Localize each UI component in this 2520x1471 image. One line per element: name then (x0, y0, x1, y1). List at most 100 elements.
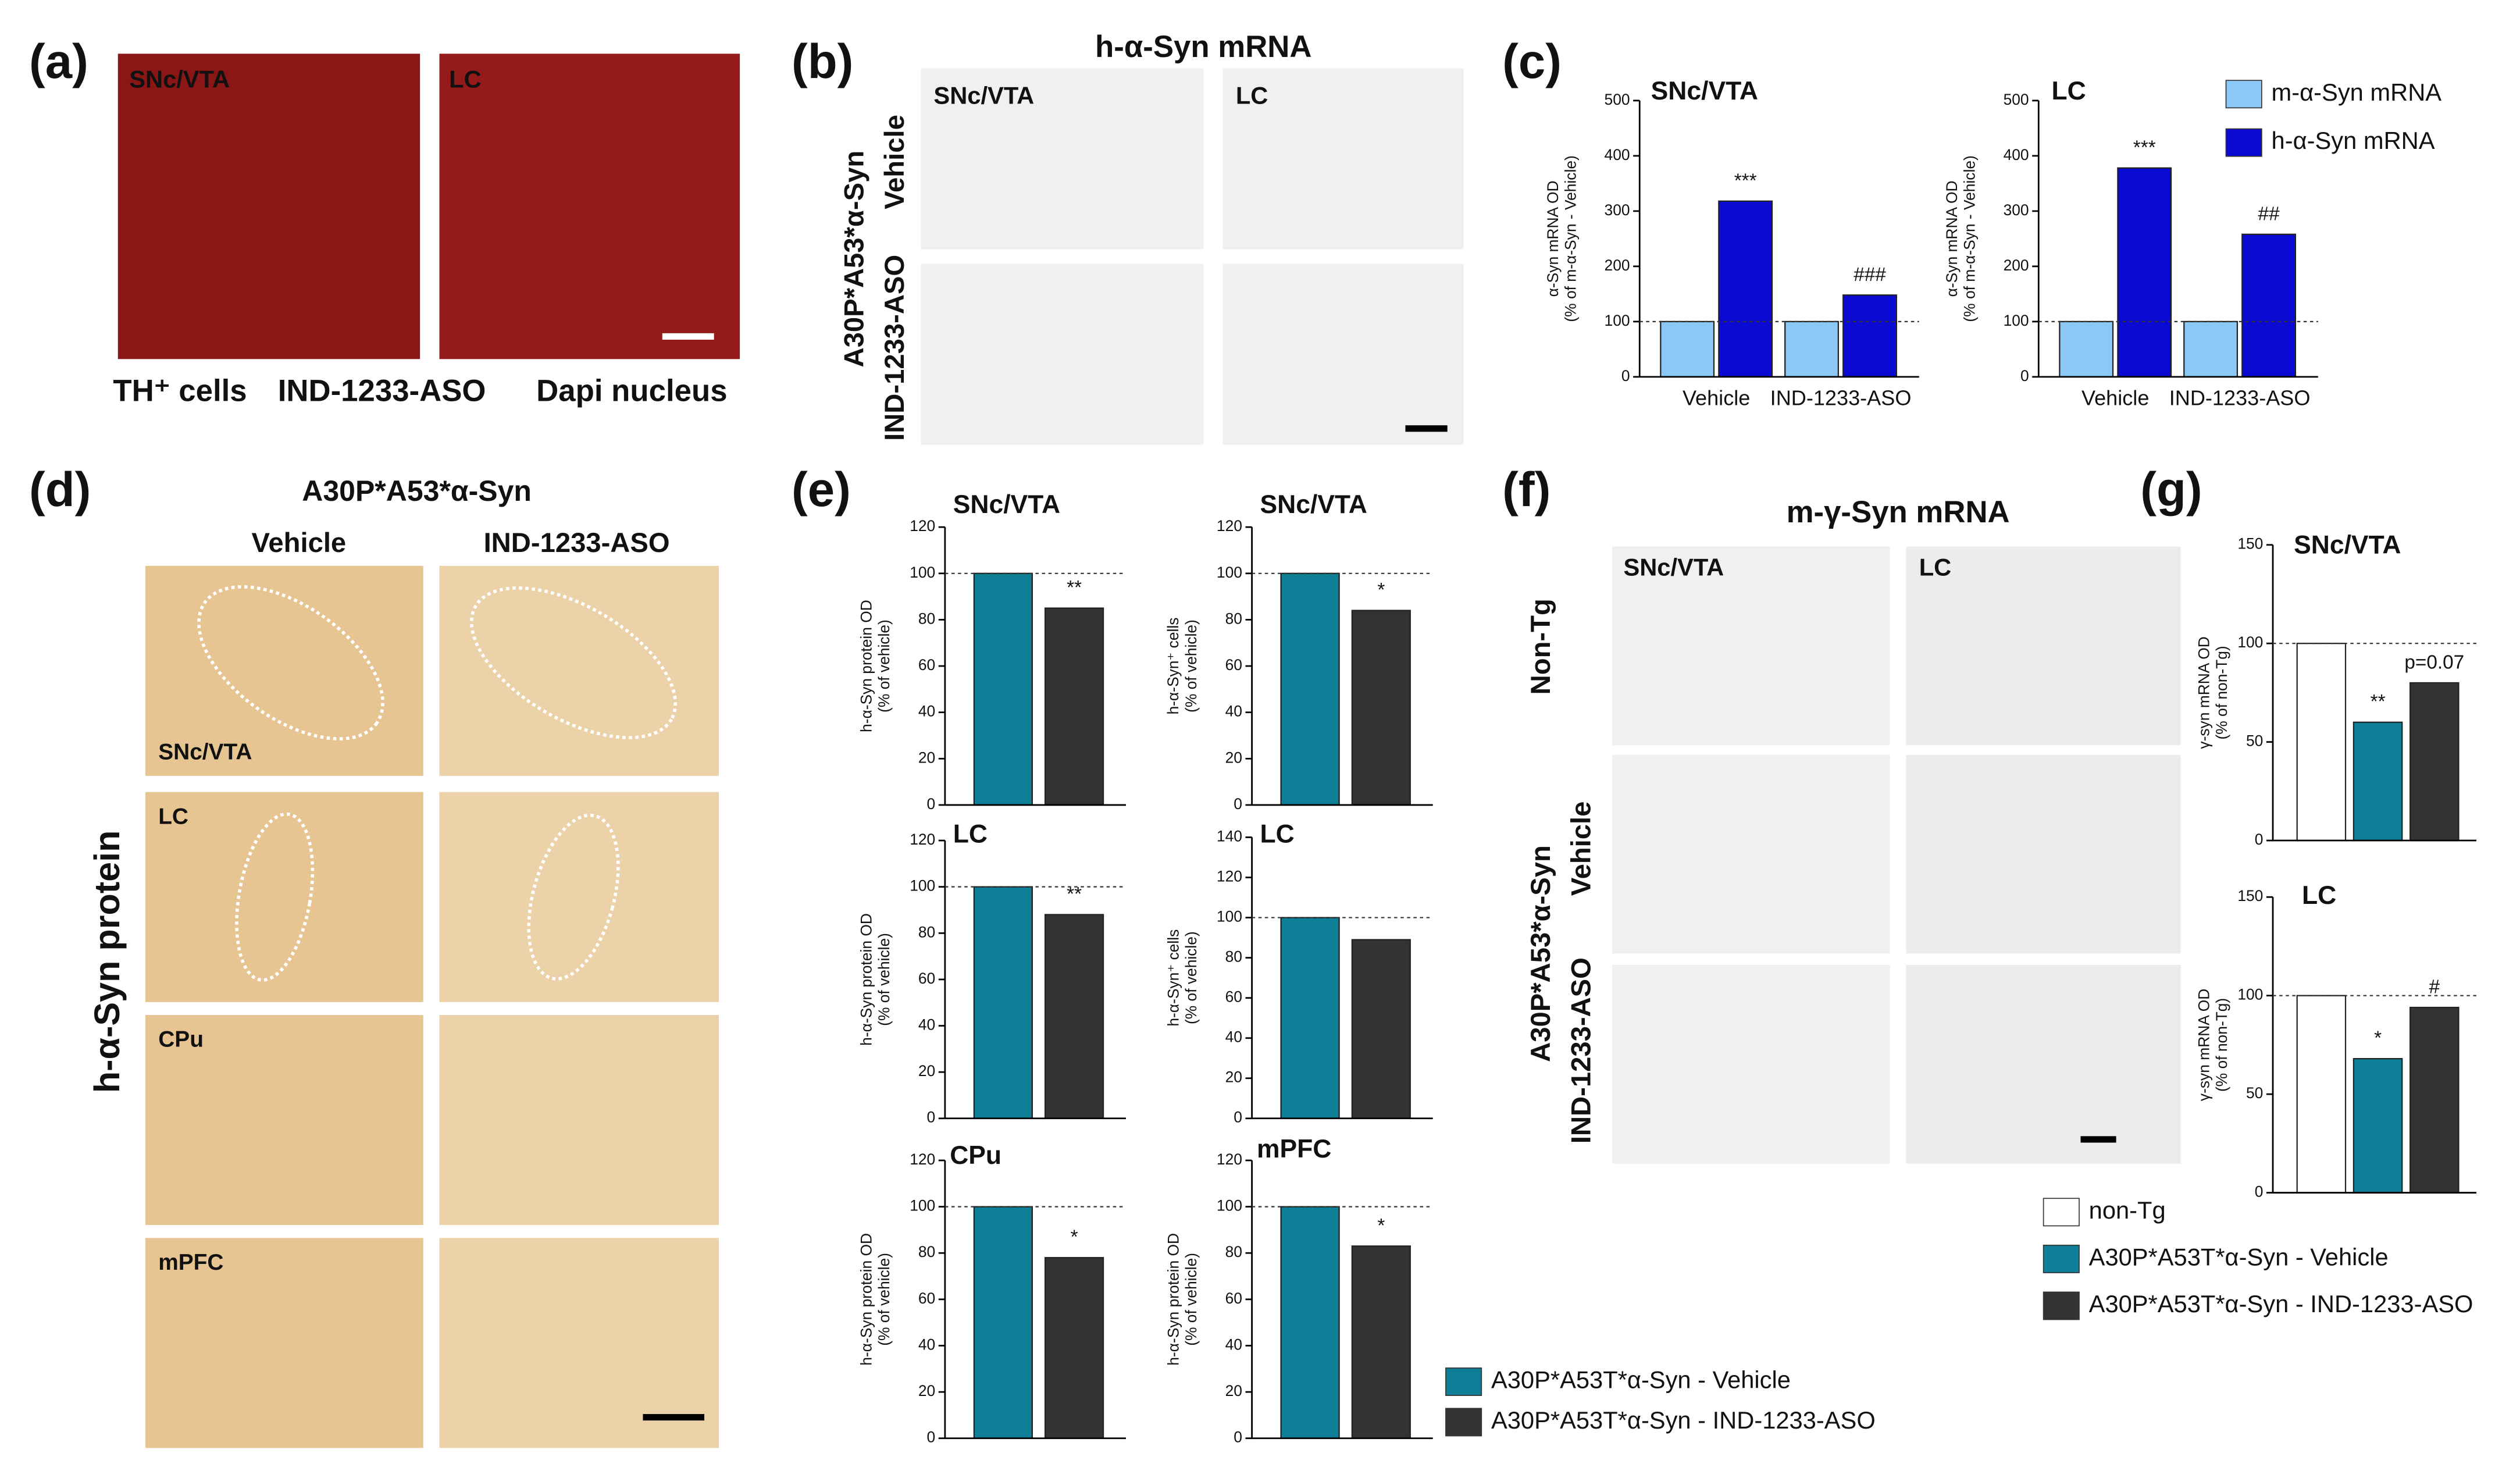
y-tick-label: 40 (918, 1335, 935, 1353)
caption: IND-1233-ASO (278, 374, 486, 408)
y-tick-label: 0 (1234, 1109, 1242, 1126)
legend-swatch (2043, 1244, 2080, 1273)
bar (2409, 1006, 2460, 1194)
chart-title: LC (2052, 77, 2086, 105)
panel-title: A30P*A53*α-Syn (302, 475, 532, 507)
y-tick-label: 0 (927, 1109, 936, 1126)
bar (2117, 167, 2172, 377)
region-outline (470, 586, 678, 739)
y-tick-label: 50 (2246, 732, 2263, 750)
image-label: LC (449, 66, 482, 93)
bar (1280, 917, 1340, 1119)
y-tick-label: 60 (918, 656, 935, 674)
y-tick-label: 20 (918, 1062, 935, 1080)
y-tick-label: 60 (1225, 1290, 1242, 1307)
significance-label: *** (2133, 137, 2156, 158)
legend-label: m-α-Syn mRNA (2272, 79, 2442, 106)
y-axis-label: h-α-Syn protein OD (1164, 1233, 1182, 1366)
y-tick-label: 0 (1234, 795, 1242, 813)
y-tick-label: 40 (1225, 1028, 1242, 1046)
y-tick-label: 100 (1217, 908, 1242, 925)
caption: TH⁺ cells (113, 374, 247, 408)
legend-label: A30P*A53T*α-Syn - IND-1233-ASO (1491, 1406, 1876, 1434)
micrograph (1906, 964, 2181, 1164)
bar (1718, 200, 1773, 377)
micrograph (439, 54, 740, 359)
y-axis-label: (% of non-Tg) (2213, 998, 2230, 1092)
y-tick-label: 60 (918, 1290, 935, 1307)
significance-label: ** (1067, 577, 1082, 599)
chart-title: mPFC (1257, 1135, 1331, 1163)
y-tick-label: 0 (2255, 1183, 2264, 1201)
y-tick-label: 120 (910, 517, 935, 535)
y-tick-label: 120 (910, 1151, 935, 1168)
y-tick-label: 20 (918, 1382, 935, 1399)
micrograph (439, 1015, 719, 1226)
bar (2296, 643, 2347, 842)
chart-title: SNc/VTA (953, 490, 1060, 519)
row-label: IND-1233-ASO (1566, 957, 1596, 1144)
column-label: IND-1233-ASO (484, 528, 670, 558)
x-tick-label: Vehicle (2081, 386, 2149, 409)
scale-bar (662, 333, 714, 340)
y-tick-label: 200 (2004, 257, 2029, 274)
row-label: Vehicle (1566, 802, 1596, 896)
y-tick-label: 80 (918, 610, 935, 627)
significance-label: p=0.07 (2404, 651, 2464, 673)
row-label: SNc/VTA (158, 739, 252, 764)
column-label: SNc/VTA (933, 81, 1034, 109)
legend-label: A30P*A53T*α-Syn - IND-1233-ASO (2089, 1290, 2473, 1317)
y-axis-label: (% of vehicle) (1182, 931, 1200, 1024)
x-tick-label: IND-1233-ASO (1770, 386, 1912, 409)
micrograph (1222, 263, 1464, 445)
y-tick-label: 100 (2004, 312, 2029, 329)
legend-label: A30P*A53T*α-Syn - Vehicle (2089, 1243, 2389, 1270)
chart-title: CPu (950, 1141, 1001, 1170)
micrograph (439, 1238, 719, 1448)
row-label: Non-Tg (1525, 599, 1556, 694)
y-axis-label: (% of vehicle) (875, 933, 893, 1026)
y-tick-label: 0 (1234, 1429, 1242, 1446)
column-label: LC (1919, 553, 1952, 580)
panel-label: (e) (792, 462, 851, 517)
y-tick-label: 50 (2246, 1084, 2263, 1102)
significance-label: * (2374, 1028, 2382, 1049)
y-tick-label: 100 (910, 877, 935, 895)
row-label: LC (158, 804, 188, 829)
region-outline (235, 812, 315, 982)
y-axis-label: h-α-Syn protein OD (858, 913, 875, 1046)
caption: Dapi nucleus (536, 374, 727, 408)
y-tick-label: 80 (918, 923, 935, 941)
y-tick-label: 20 (1225, 749, 1242, 766)
micrograph (439, 565, 719, 776)
y-axis-label: (% of vehicle) (875, 619, 893, 713)
bar (973, 886, 1033, 1119)
region-outline (527, 813, 620, 981)
micrograph (1612, 754, 1890, 954)
significance-label: ## (2258, 203, 2280, 225)
y-tick-label: 100 (2237, 986, 2263, 1003)
y-tick-label: 300 (2004, 201, 2029, 219)
bar (2409, 682, 2460, 842)
image-label: SNc/VTA (129, 66, 230, 93)
significance-label: * (1377, 1215, 1385, 1237)
bar (1351, 610, 1411, 806)
legend-label: A30P*A53T*α-Syn - Vehicle (1491, 1366, 1791, 1394)
legend-swatch (2043, 1198, 2080, 1227)
y-tick-label: 400 (2004, 146, 2029, 163)
micrograph (145, 1015, 423, 1226)
side-label: h-α-Syn protein (87, 831, 127, 1094)
group-label: A30P*A53*α-Syn (1525, 845, 1556, 1062)
bar (973, 572, 1033, 806)
y-axis-label: h-α-Syn⁺ cells (1164, 929, 1182, 1027)
y-axis-label: h-α-Syn⁺ cells (1164, 618, 1182, 715)
bar (1842, 294, 1897, 377)
y-axis-label: (% of vehicle) (875, 1253, 893, 1346)
y-tick-label: 0 (927, 795, 936, 813)
y-tick-label: 150 (2237, 887, 2263, 904)
micrograph (921, 68, 1204, 250)
y-tick-label: 20 (918, 749, 935, 766)
chart-title: LC (1260, 820, 1295, 848)
column-label: Vehicle (251, 528, 346, 558)
